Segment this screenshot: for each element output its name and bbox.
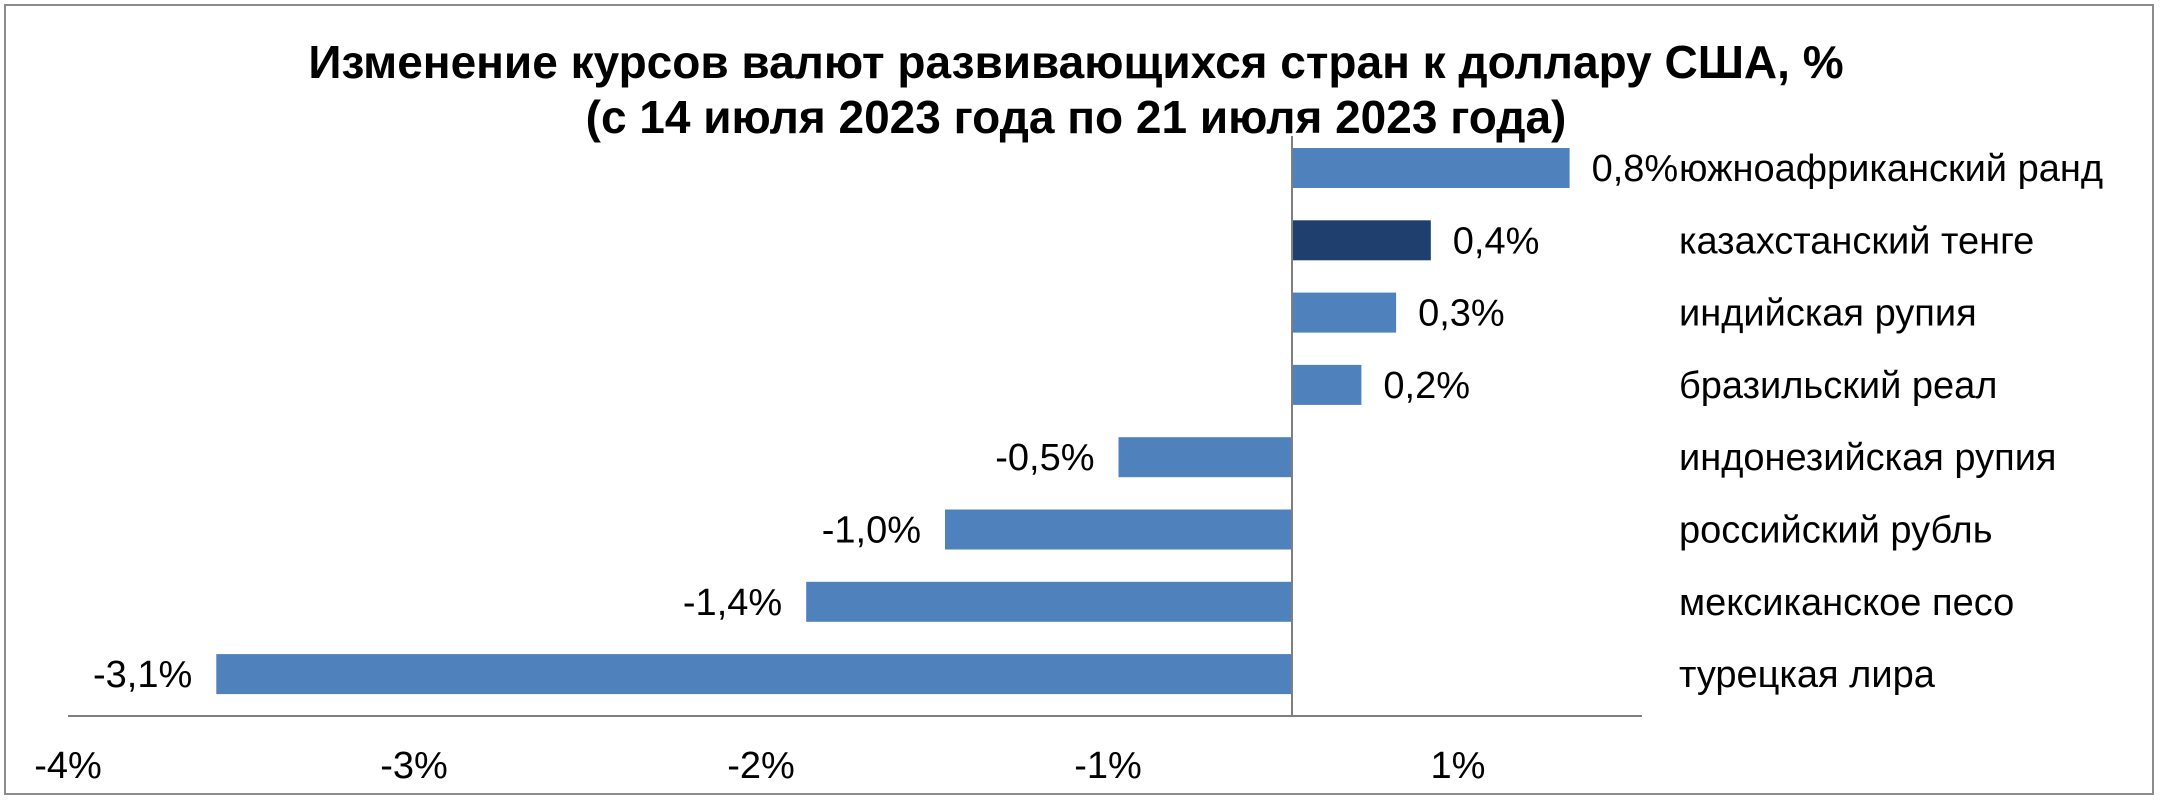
chart-subtitle: (с 14 июля 2023 года по 21 июля 2023 год… bbox=[586, 91, 1567, 143]
bar-6 bbox=[945, 509, 1292, 550]
bar-5 bbox=[1118, 437, 1292, 478]
bar-4 bbox=[1292, 364, 1362, 405]
data-label-5: -0,5% bbox=[995, 437, 1094, 479]
bar-2 bbox=[1292, 220, 1431, 261]
chart-svg: Изменение курсов валют развивающихся стр… bbox=[34, 36, 2103, 787]
data-label-2: 0,4% bbox=[1453, 220, 1540, 262]
x-tick-label-4: -1% bbox=[1074, 745, 1142, 787]
data-label-6: -1,0% bbox=[822, 510, 921, 552]
x-tick-label-5: 1% bbox=[1431, 745, 1486, 787]
category-label-5: индонезийская рупия bbox=[1679, 437, 2057, 479]
category-label-7: мексиканское песо bbox=[1679, 582, 2014, 624]
bar-1 bbox=[1292, 148, 1570, 188]
data-label-3: 0,3% bbox=[1418, 293, 1505, 335]
bar-8 bbox=[216, 654, 1292, 695]
chart-title: Изменение курсов валют развивающихся стр… bbox=[308, 36, 1843, 88]
bars-group bbox=[216, 148, 1570, 695]
category-label-3: индийская рупия bbox=[1679, 293, 1977, 335]
category-label-8: турецкая лира bbox=[1679, 654, 1936, 696]
category-label-4: бразильский реал bbox=[1679, 365, 1997, 407]
category-label-1: южноафриканский ранд bbox=[1679, 148, 2103, 190]
x-tick-label-1: -4% bbox=[34, 745, 102, 787]
category-label-2: казахстанский тенге bbox=[1679, 220, 2034, 262]
data-label-8: -3,1% bbox=[93, 654, 192, 696]
chart-frame: Изменение курсов валют развивающихся стр… bbox=[4, 4, 2154, 795]
data-label-1: 0,8% bbox=[1592, 148, 1679, 190]
category-label-6: российский рубль bbox=[1679, 510, 1993, 552]
x-tick-label-3: -2% bbox=[727, 745, 795, 787]
data-label-7: -1,4% bbox=[683, 582, 782, 624]
x-tick-label-2: -3% bbox=[380, 745, 448, 787]
data-labels-group: 0,8% 0,4% 0,3% 0,2% -0,5% -1,0% -1,4% -3,1% bbox=[93, 148, 1678, 696]
axes-group: -4% -3% -2% -1% 1% bbox=[34, 136, 1642, 787]
data-label-4: 0,2% bbox=[1383, 365, 1470, 407]
bar-3 bbox=[1292, 292, 1397, 333]
bar-7 bbox=[806, 581, 1292, 622]
category-labels-group: южноафриканский ранд казахстанский тенге и… bbox=[1679, 148, 2103, 696]
